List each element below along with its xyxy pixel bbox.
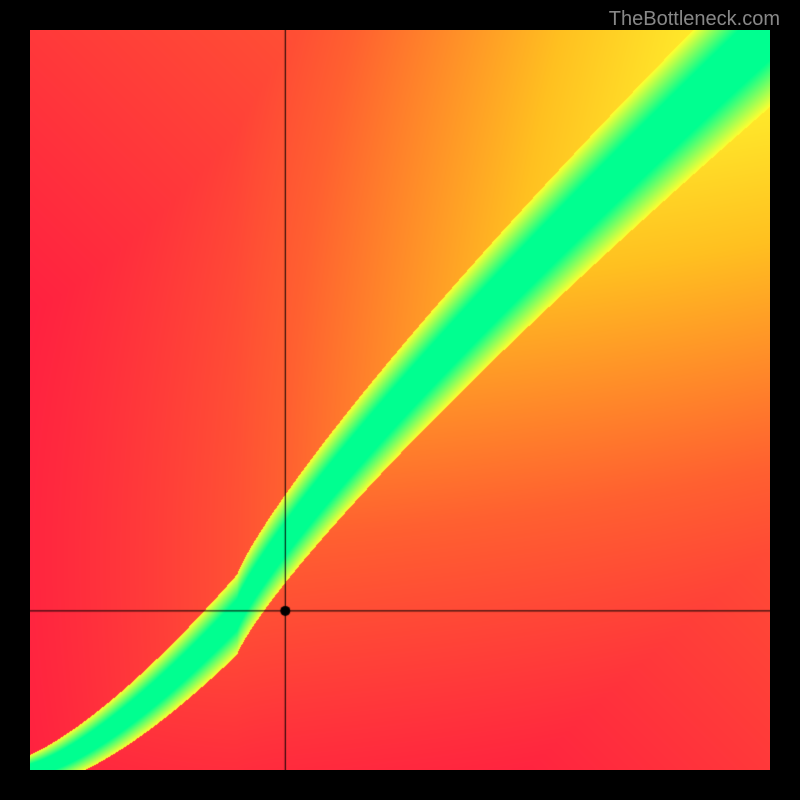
heatmap-chart: [30, 30, 770, 770]
heatmap-canvas: [30, 30, 770, 770]
watermark-text: TheBottleneck.com: [609, 8, 780, 31]
